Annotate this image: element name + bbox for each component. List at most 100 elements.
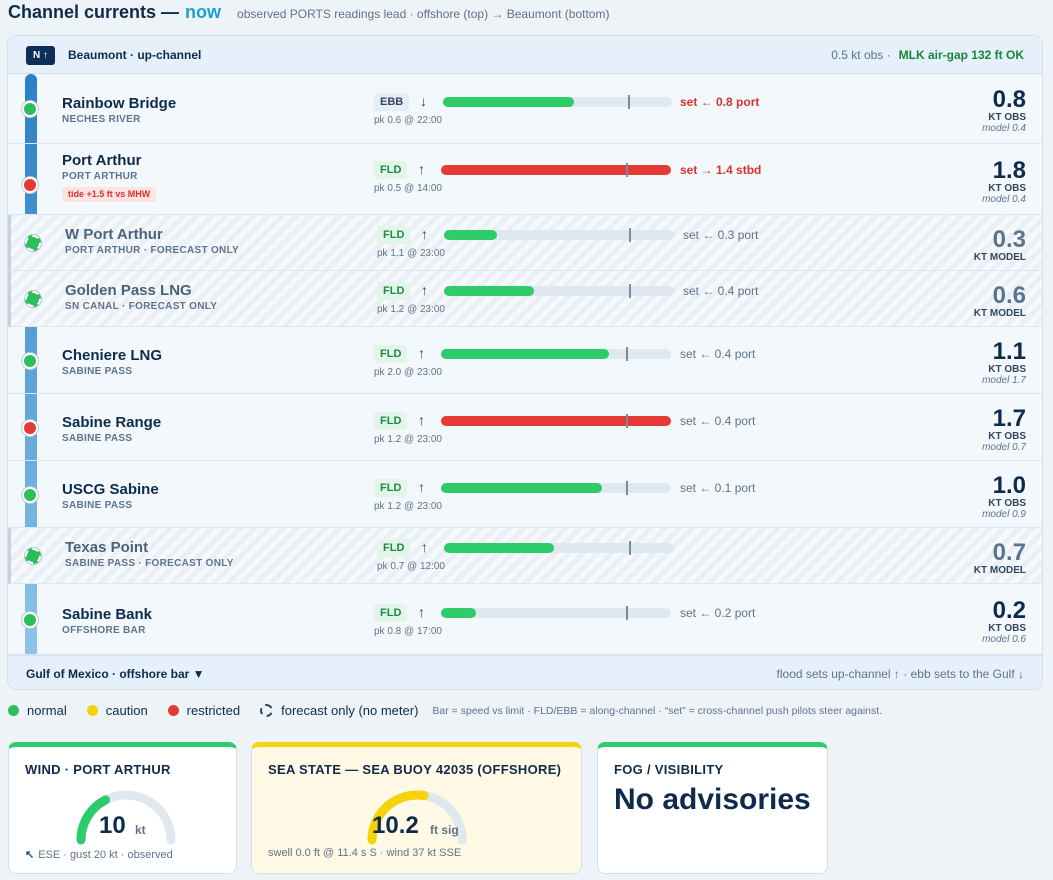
obs-note: 0.5 kt obs · xyxy=(831,48,891,62)
model-value: model 1.7 xyxy=(982,374,1026,386)
cross-set-value: set ← 0.2 port xyxy=(680,605,756,620)
station-sublabel: PORT ARTHUR · FORECAST ONLY xyxy=(65,245,240,256)
wave-height-unit: ft sig xyxy=(430,823,459,837)
wind-speed-unit: kt xyxy=(135,823,146,837)
peak-forecast: pk 1.2 @ 23:00 xyxy=(377,304,445,315)
wind-card-title: WIND · PORT ARTHUR xyxy=(25,762,171,777)
north-badge: N ↑ xyxy=(26,46,55,65)
speed-bar-fill xyxy=(443,97,574,107)
station-name: Port Arthur xyxy=(62,152,142,169)
peak-forecast: pk 0.8 @ 17:00 xyxy=(374,625,442,637)
current-speed-value: 0.7 xyxy=(992,539,1026,566)
panel-status: 0.5 kt obs · MLK air-gap 132 ft OK xyxy=(831,48,1024,62)
station-row[interactable]: W Port Arthur PORT ARTHUR · FORECAST ONLY… xyxy=(8,215,1042,271)
station-sublabel: SABINE PASS xyxy=(62,365,133,377)
normal-dot-icon xyxy=(8,705,19,716)
offshore-bar-toggle[interactable]: Gulf of Mexico · offshore bar ▼ xyxy=(26,667,205,681)
speed-bar-fill xyxy=(444,543,555,553)
station-name: Sabine Bank xyxy=(62,605,153,623)
speed-unit: KT MODEL xyxy=(973,565,1026,576)
station-sublabel: SABINE PASS xyxy=(62,499,133,511)
speed-limit-marker xyxy=(628,95,630,109)
arrow-down-icon: ↓ xyxy=(420,93,427,109)
wave-height-value: 10.2 xyxy=(372,812,419,839)
channel-panel: N ↑ Beaumont · up-channel 0.5 kt obs · ML… xyxy=(7,35,1043,690)
current-direction-badge: FLD xyxy=(377,226,411,244)
speed-limit-marker xyxy=(626,346,628,361)
cross-set-value: set ← 0.4 port xyxy=(680,413,756,428)
speed-unit: KT OBS xyxy=(988,182,1026,194)
speed-bar xyxy=(441,346,671,361)
station-name: Texas Point xyxy=(65,539,149,556)
peak-forecast: pk 1.2 @ 23:00 xyxy=(374,433,442,445)
legend-forecast: forecast only (no meter) xyxy=(260,703,418,718)
speed-limit-marker xyxy=(629,228,631,242)
legend-normal: normal xyxy=(8,703,67,718)
speed-bar-fill xyxy=(441,482,602,493)
sea-state-footer: swell 0.0 ft @ 11.4 s S · wind 37 kt SSE xyxy=(268,847,462,859)
model-value: model 0.4 xyxy=(982,193,1026,205)
station-row[interactable]: Port Arthur PORT ARTHUR tide +1.5 ft vs MH… xyxy=(8,144,1042,215)
station-name: W Port Arthur xyxy=(65,226,163,243)
current-speed-value: 1.0 xyxy=(992,471,1026,499)
station-name: Cheniere LNG xyxy=(62,346,163,364)
normal-status-dot-icon xyxy=(22,352,38,369)
speed-bar xyxy=(444,541,674,555)
speed-unit: KT OBS xyxy=(988,622,1026,634)
normal-status-dot-icon xyxy=(22,101,38,117)
speed-bar-fill xyxy=(441,165,671,175)
sea-state-gauge xyxy=(367,790,467,845)
station-sublabel: NECHES RIVER xyxy=(62,114,141,125)
model-value: model 0.6 xyxy=(982,633,1026,645)
station-row[interactable]: Cheniere LNG SABINE PASS FLD ↑ pk 2.0 @ 23:… xyxy=(8,327,1042,394)
station-row[interactable]: Sabine Bank OFFSHORE BAR FLD ↑ pk 0.8 @ 17:… xyxy=(8,584,1042,655)
current-direction-badge: FLD xyxy=(374,161,408,179)
model-value: model 0.9 xyxy=(982,508,1026,520)
cross-set-value: set ← 0.1 port xyxy=(680,480,756,495)
normal-status-dot-icon xyxy=(22,486,38,503)
caution-dot-icon xyxy=(86,705,98,716)
station-name: Golden Pass LNG xyxy=(65,282,192,299)
forecast-dot-icon xyxy=(260,704,274,717)
cross-set-value: set ← 0.3 port xyxy=(683,228,759,242)
wind-footer: ↖ ESE · gust 20 kt · observed xyxy=(25,849,173,861)
current-direction-badge: FLD xyxy=(374,344,408,363)
speed-limit-marker xyxy=(629,284,631,298)
speed-unit: KT MODEL xyxy=(973,252,1026,263)
station-name: Rainbow Bridge xyxy=(62,95,177,112)
wind-gauge xyxy=(76,790,176,845)
current-direction-badge: FLD xyxy=(377,539,411,557)
speed-bar xyxy=(441,163,671,177)
peak-forecast: pk 1.2 @ 23:00 xyxy=(374,500,442,512)
speed-unit: KT OBS xyxy=(988,363,1026,375)
station-sublabel: SABINE PASS xyxy=(62,432,133,444)
speed-bar-fill xyxy=(441,348,609,359)
status-legend: normal caution restricted forecast only … xyxy=(8,703,882,718)
current-direction-badge: FLD xyxy=(374,411,408,430)
arrow-up-icon: ↑ xyxy=(418,478,425,495)
station-row[interactable]: Texas Point SABINE PASS · FORECAST ONLY FL… xyxy=(8,528,1042,584)
current-direction-badge: FLD xyxy=(374,603,408,622)
station-row[interactable]: Rainbow Bridge NECHES RIVER EBB ↓ pk 0.6 @ … xyxy=(8,74,1042,144)
speed-bar xyxy=(443,95,672,109)
arrow-up-icon: ↑ xyxy=(421,539,428,555)
legend-caution: caution xyxy=(86,703,148,718)
cross-set-value: set → 1.4 stbd xyxy=(680,163,762,177)
station-row[interactable]: Sabine Range SABINE PASS FLD ↑ pk 1.2 @ 23:… xyxy=(8,394,1042,461)
wind-card: WIND · PORT ARTHUR 10 kt ↖ ESE · gust 20 … xyxy=(8,742,237,874)
station-row[interactable]: Golden Pass LNG SN CANAL · FORECAST ONLY F… xyxy=(8,271,1042,327)
forecast-status-dot-icon xyxy=(25,548,41,564)
current-speed-value: 0.8 xyxy=(992,86,1026,113)
peak-forecast: pk 0.5 @ 14:00 xyxy=(374,183,442,194)
fog-status: No advisories xyxy=(614,783,811,816)
current-speed-value: 0.3 xyxy=(992,226,1026,253)
current-speed-value: 0.6 xyxy=(992,282,1026,309)
speed-limit-marker xyxy=(626,480,628,495)
arrow-up-icon: ↑ xyxy=(421,282,428,298)
restricted-status-dot-icon xyxy=(22,419,38,436)
current-speed-value: 1.8 xyxy=(992,156,1026,184)
arrow-up-icon: ↑ xyxy=(418,603,425,620)
peak-forecast: pk 2.0 @ 23:00 xyxy=(374,366,442,378)
station-row[interactable]: USCG Sabine SABINE PASS FLD ↑ pk 1.2 @ 23:0… xyxy=(8,461,1042,528)
speed-bar xyxy=(444,284,674,298)
